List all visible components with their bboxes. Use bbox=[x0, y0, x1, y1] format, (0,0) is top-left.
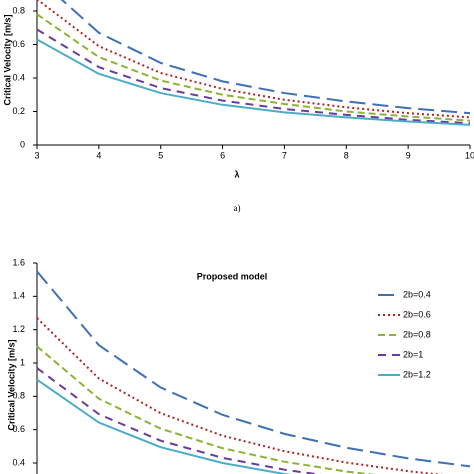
chart-title: Proposed model bbox=[197, 271, 268, 281]
y-tick-label: 0.6 bbox=[12, 39, 25, 49]
series-line bbox=[36, 367, 323, 474]
x-tick-label: 4 bbox=[96, 150, 101, 160]
caption: a) bbox=[234, 203, 241, 213]
y-tick-label: 1 bbox=[20, 357, 25, 367]
x-tick-label: 10 bbox=[465, 150, 474, 160]
series-line bbox=[36, 345, 375, 474]
y-tick-label: 0.4 bbox=[12, 72, 25, 82]
series-line bbox=[36, 0, 471, 119]
y-tick-label: 0.2 bbox=[12, 106, 25, 116]
x-tick-label: 5 bbox=[158, 150, 163, 160]
y-tick-label: 1.4 bbox=[12, 291, 25, 301]
y-tick-label: 0 bbox=[20, 139, 25, 149]
x-tick-label: 8 bbox=[344, 150, 349, 160]
y-tick-label: 1.2 bbox=[12, 324, 25, 334]
y-tick-label: 0.8 bbox=[12, 5, 25, 15]
series-line bbox=[36, 38, 471, 126]
x-tick-label: 3 bbox=[34, 150, 39, 160]
y-tick-label: 0.4 bbox=[12, 457, 25, 467]
y-tick-label: 0.6 bbox=[12, 424, 25, 434]
legend-label: 2b=0.8 bbox=[403, 329, 431, 339]
series-line bbox=[36, 270, 471, 468]
y-axis-label: Critical Velocity [m/s] bbox=[6, 339, 16, 430]
y-tick-label: 0.8 bbox=[12, 391, 25, 401]
x-axis-label: λ bbox=[234, 169, 239, 179]
x-tick-label: 6 bbox=[220, 150, 225, 160]
series-line bbox=[36, 317, 444, 474]
series-line bbox=[36, 13, 471, 122]
legend-label: 2b=0.6 bbox=[403, 309, 431, 319]
legend-label: 2b=1 bbox=[403, 349, 423, 359]
y-axis-label: Critical Velocity [m/s] bbox=[2, 14, 12, 105]
legend-label: 2b=1.2 bbox=[403, 369, 431, 379]
x-tick-label: 9 bbox=[406, 150, 411, 160]
legend-label: 2b=0.4 bbox=[403, 289, 431, 299]
series-line bbox=[36, 378, 292, 474]
y-tick-label: 1.6 bbox=[12, 257, 25, 267]
series-line bbox=[60, 0, 471, 115]
x-tick-label: 7 bbox=[282, 150, 287, 160]
